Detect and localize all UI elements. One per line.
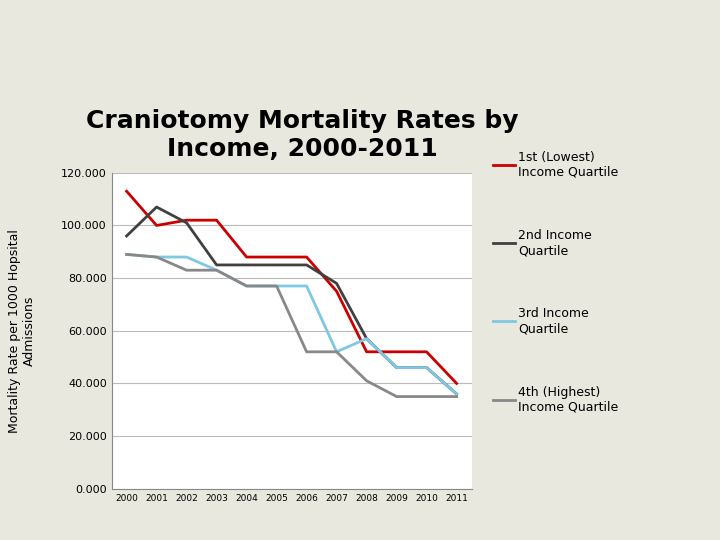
Text: 2nd Income
Quartile: 2nd Income Quartile [518, 229, 592, 257]
Text: 3rd Income
Quartile: 3rd Income Quartile [518, 307, 589, 335]
Text: Craniotomy Mortality Rates by
Income, 2000-2011: Craniotomy Mortality Rates by Income, 20… [86, 109, 518, 161]
Text: 4th (Highest)
Income Quartile: 4th (Highest) Income Quartile [518, 386, 618, 414]
Text: Mortality Rate per 1000 Hopsital
Admissions: Mortality Rate per 1000 Hopsital Admissi… [8, 229, 35, 433]
Text: 1st (Lowest)
Income Quartile: 1st (Lowest) Income Quartile [518, 151, 618, 179]
